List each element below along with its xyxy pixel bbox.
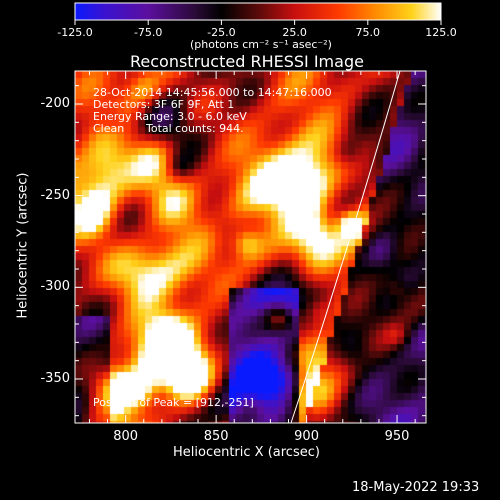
plot-title: Reconstructed RHESSI Image — [130, 52, 364, 71]
rhessi-image — [75, 71, 426, 423]
x-tick-label: 900 — [294, 429, 319, 444]
y-axis-label: Heliocentric Y (arcsec) — [15, 172, 31, 319]
colorbar-tick-label: 125.0 — [425, 26, 457, 39]
colorbar-tick-label: -25.0 — [207, 26, 236, 39]
colorbar-tick-label: -75.0 — [133, 26, 163, 39]
time-range-text: 28-Oct-2014 14:45:56.000 to 14:47:16.000 — [93, 86, 332, 99]
x-tick-label: 850 — [203, 429, 229, 444]
footer-date: 18-May-2022 19:33 — [352, 480, 480, 495]
clean-text: Clean — [93, 122, 125, 135]
energy-range-text: Energy Range: 3.0 - 6.0 keV — [93, 110, 247, 123]
colorbar-ticks — [74, 20, 442, 25]
x-tick-label: 800 — [113, 429, 139, 444]
y-tick-label: -200 — [40, 96, 70, 111]
colorbar-tick-label: 75.0 — [355, 26, 381, 39]
colorbar-tick-label: -125.0 — [57, 26, 93, 39]
colorbar-tick-label: 25.0 — [282, 26, 307, 39]
colorbar-gradient — [74, 2, 442, 21]
peak-position-text: Position of Peak = [912,-251] — [93, 396, 254, 409]
detectors-text: Detectors: 3F 6F 9F, Att 1 — [93, 98, 235, 111]
plot-frame — [74, 70, 427, 424]
solar-limb-line — [290, 70, 401, 424]
total-counts-text: Total counts: 944. — [146, 122, 244, 135]
y-tick-label: -300 — [40, 279, 70, 295]
y-tick-label: -250 — [40, 187, 70, 203]
y-tick-label: -350 — [40, 371, 70, 386]
x-axis-label: Heliocentric X (arcsec) — [173, 445, 320, 460]
colorbar-units-label: (photons cm⁻² s⁻¹ asec⁻²) — [190, 38, 332, 51]
x-tick-label: 950 — [384, 429, 410, 444]
